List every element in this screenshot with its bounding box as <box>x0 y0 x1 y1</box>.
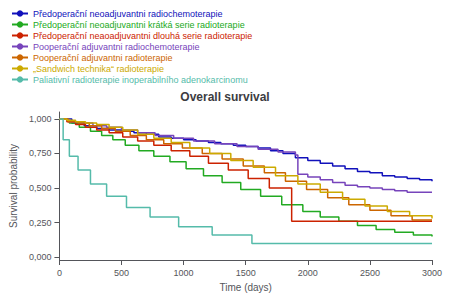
svg-text:0,750: 0,750 <box>29 148 52 158</box>
svg-text:0,500: 0,500 <box>29 183 52 193</box>
svg-text:Overall survival: Overall survival <box>180 90 269 104</box>
svg-text:Paliativní radioterapie inoper: Paliativní radioterapie inoperabilního a… <box>33 75 248 85</box>
svg-text:2000: 2000 <box>298 268 318 278</box>
svg-text:Time (days): Time (days) <box>220 282 272 293</box>
svg-text:1,000: 1,000 <box>29 114 52 124</box>
svg-text:Pooperační adjuvantni radioter: Pooperační adjuvantni radioterapie <box>33 53 173 63</box>
svg-text:2500: 2500 <box>360 268 380 278</box>
svg-text:500: 500 <box>114 268 129 278</box>
svg-text:1500: 1500 <box>236 268 256 278</box>
svg-text:Předoperační neoadjuvantni rad: Předoperační neoadjuvantni radiochemoter… <box>33 9 223 19</box>
svg-text:Survival probability: Survival probability <box>8 144 19 228</box>
svg-text:Předoperační neaoadjuvantni dl: Předoperační neaoadjuvantni dlouhá serie… <box>33 31 252 41</box>
svg-text:0: 0 <box>57 268 62 278</box>
svg-text:1000: 1000 <box>174 268 194 278</box>
svg-text:0,000: 0,000 <box>29 252 52 262</box>
svg-text:0,250: 0,250 <box>29 218 52 228</box>
svg-text:Předoperační neoadjuvantni krá: Předoperační neoadjuvantni krátká serie … <box>33 20 245 30</box>
svg-text:3000: 3000 <box>422 268 442 278</box>
svg-text:„Sandwich technika“ radioterap: „Sandwich technika“ radioterapie <box>33 64 164 74</box>
svg-text:Pooperační adjuvantni radioche: Pooperační adjuvantni radiochemoterapie <box>33 42 200 52</box>
